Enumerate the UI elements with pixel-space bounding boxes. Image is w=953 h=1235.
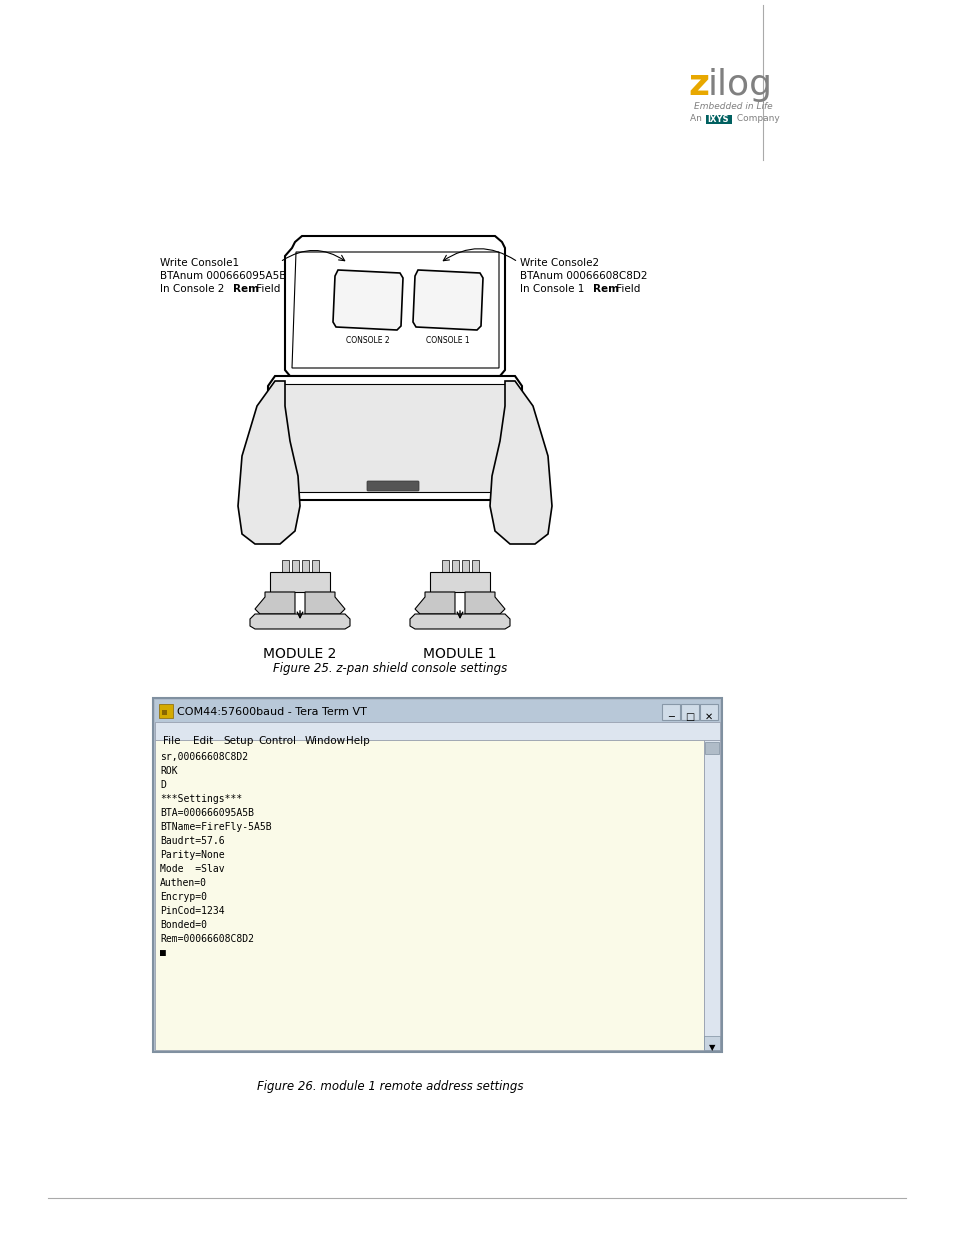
Bar [154, 740, 703, 1050]
Bar [703, 740, 720, 1050]
Text: Write Console1: Write Console1 [160, 258, 239, 268]
Polygon shape [285, 236, 504, 375]
Text: File: File [163, 736, 180, 746]
Text: Rem: Rem [593, 284, 618, 294]
Bar [282, 559, 289, 572]
Text: Authen=0: Authen=0 [160, 878, 207, 888]
Polygon shape [237, 382, 299, 543]
Bar [661, 704, 679, 720]
Text: D: D [160, 781, 166, 790]
Text: ■: ■ [160, 948, 166, 958]
Polygon shape [464, 592, 504, 614]
Text: Figure 26. module 1 remote address settings: Figure 26. module 1 remote address setti… [256, 1079, 522, 1093]
Text: ilog: ilog [707, 68, 772, 103]
Text: Encryp=0: Encryp=0 [160, 892, 207, 902]
Text: IXYS: IXYS [706, 115, 728, 124]
Text: BTA=000666095A5B: BTA=000666095A5B [160, 808, 253, 818]
Text: Parity=None: Parity=None [160, 850, 224, 860]
Text: ***Settings***: ***Settings*** [160, 794, 242, 804]
Bar [270, 572, 330, 592]
Bar [700, 704, 718, 720]
Text: Mode  =Slav: Mode =Slav [160, 864, 224, 874]
FancyBboxPatch shape [705, 115, 731, 124]
Text: Company: Company [733, 114, 779, 124]
Text: z: z [687, 68, 708, 103]
Polygon shape [250, 614, 350, 629]
Text: Setup: Setup [223, 736, 253, 746]
Text: ROK: ROK [160, 766, 177, 776]
Text: Window: Window [305, 736, 346, 746]
Text: Embedded in Life: Embedded in Life [693, 103, 772, 111]
Polygon shape [410, 614, 510, 629]
Polygon shape [283, 384, 506, 492]
Text: BTAnum 00066608C8D2: BTAnum 00066608C8D2 [519, 270, 647, 282]
Text: CONSOLE 2: CONSOLE 2 [346, 336, 390, 345]
Text: ─: ─ [667, 713, 673, 722]
Text: PinCod=1234: PinCod=1234 [160, 906, 224, 916]
Text: ▼: ▼ [708, 1044, 715, 1052]
Bar [159, 704, 172, 718]
FancyBboxPatch shape [367, 480, 418, 492]
Text: Baudrt=57.6: Baudrt=57.6 [160, 836, 224, 846]
Text: Rem=00066608C8D2: Rem=00066608C8D2 [160, 934, 253, 944]
Text: Write Console2: Write Console2 [519, 258, 598, 268]
Text: COM44:57600baud - Tera Term VT: COM44:57600baud - Tera Term VT [177, 706, 367, 718]
Text: CONSOLE 1: CONSOLE 1 [426, 336, 469, 345]
Text: Figure 25. z-pan shield console settings: Figure 25. z-pan shield console settings [273, 662, 507, 676]
Text: Field: Field [253, 284, 280, 294]
Bar [152, 698, 721, 1052]
Polygon shape [333, 270, 402, 330]
Bar [430, 572, 490, 592]
Text: In Console 2: In Console 2 [160, 284, 228, 294]
Polygon shape [490, 382, 552, 543]
Bar [452, 559, 458, 572]
Polygon shape [305, 592, 345, 614]
Text: Rem: Rem [233, 284, 258, 294]
Text: Bonded=0: Bonded=0 [160, 920, 207, 930]
Bar [154, 722, 720, 740]
Bar [292, 559, 298, 572]
Text: MODULE 1: MODULE 1 [423, 647, 497, 661]
Text: BTName=FireFly-5A5B: BTName=FireFly-5A5B [160, 823, 272, 832]
Bar [312, 559, 318, 572]
Bar [302, 559, 309, 572]
Polygon shape [415, 592, 455, 614]
Bar [703, 1036, 720, 1050]
Text: ✕: ✕ [704, 713, 712, 722]
Text: Edit: Edit [193, 736, 213, 746]
Text: Field: Field [613, 284, 639, 294]
Bar [441, 559, 449, 572]
Bar [461, 559, 469, 572]
Polygon shape [254, 592, 294, 614]
Polygon shape [268, 375, 521, 500]
Text: In Console 1: In Console 1 [519, 284, 587, 294]
Bar [154, 700, 720, 722]
Text: Help: Help [346, 736, 370, 746]
Bar [680, 704, 699, 720]
Bar [704, 742, 719, 755]
Bar [472, 559, 478, 572]
Bar [162, 710, 167, 715]
Polygon shape [413, 270, 482, 330]
Text: BTAnum 000666095A5B: BTAnum 000666095A5B [160, 270, 286, 282]
Text: sr,00066608C8D2: sr,00066608C8D2 [160, 752, 248, 762]
Text: MODULE 2: MODULE 2 [263, 647, 336, 661]
Text: Control: Control [258, 736, 296, 746]
Text: An: An [689, 114, 704, 124]
Text: □: □ [684, 713, 694, 722]
